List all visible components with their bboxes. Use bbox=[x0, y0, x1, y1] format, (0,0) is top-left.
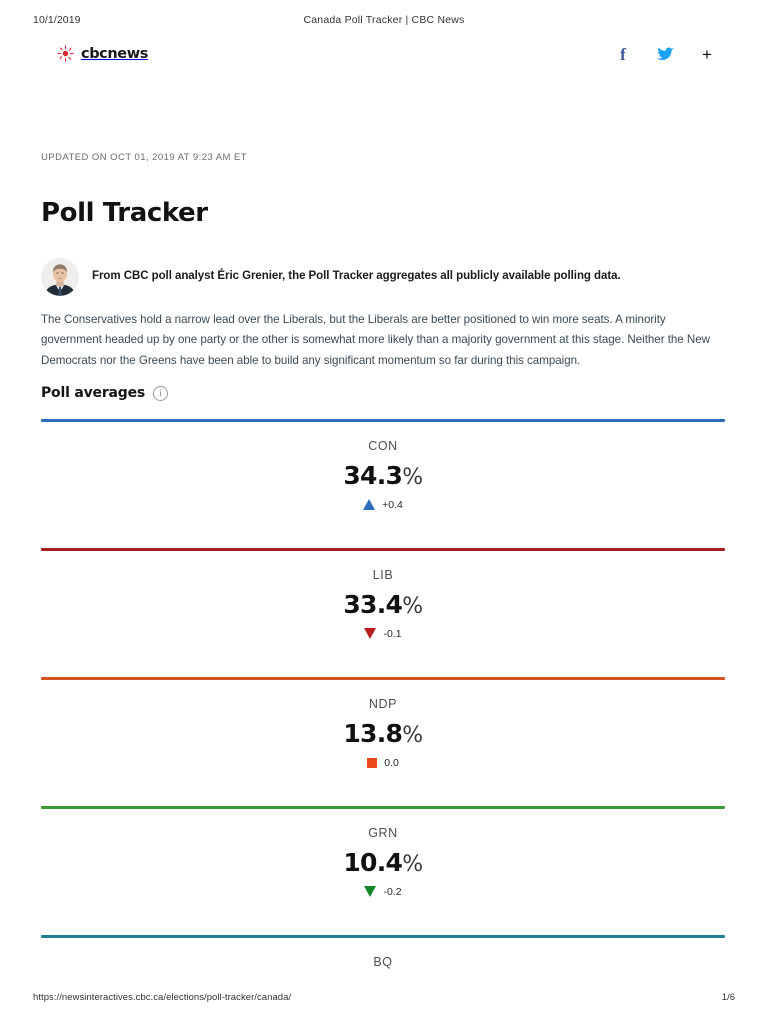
party-value-grn: 10.4% bbox=[41, 848, 725, 878]
party-block-con[interactable]: CON 34.3% +0.4 bbox=[41, 419, 725, 548]
party-rule-grn bbox=[41, 806, 725, 809]
party-name-grn: GRN bbox=[368, 826, 398, 840]
percent-sign-con: % bbox=[402, 465, 423, 490]
triangle-up-icon bbox=[363, 499, 376, 511]
cbc-news-wordmark: cbcnews bbox=[81, 45, 148, 62]
twitter-icon[interactable] bbox=[656, 45, 674, 63]
party-name-ndp: NDP bbox=[368, 697, 398, 711]
party-number-con: 34.3 bbox=[343, 461, 403, 490]
percent-sign-ndp: % bbox=[402, 723, 423, 748]
print-document-title: Canada Poll Tracker | CBC News bbox=[303, 14, 465, 26]
print-header: 10/1/2019 Canada Poll Tracker | CBC News bbox=[0, 14, 768, 30]
party-change-lib: -0.1 bbox=[41, 628, 725, 640]
byline: From CBC poll analyst Éric Grenier, the … bbox=[41, 257, 725, 296]
party-change-value-lib: -0.1 bbox=[383, 627, 402, 640]
party-rule-ndp bbox=[41, 677, 725, 680]
party-change-ndp: 0.0 bbox=[41, 757, 725, 769]
party-value-ndp: 13.8% bbox=[41, 719, 725, 749]
party-name-con: CON bbox=[368, 439, 398, 453]
party-name-lib: LIB bbox=[372, 568, 394, 582]
poll-averages-heading: Poll averages bbox=[41, 385, 146, 401]
print-source-url: https://newsinteractives.cbc.ca/election… bbox=[33, 992, 292, 1003]
print-footer: https://newsinteractives.cbc.ca/election… bbox=[0, 992, 768, 1006]
poll-averages-heading-row: Poll averages i bbox=[41, 385, 725, 401]
party-rule-con bbox=[41, 419, 725, 422]
party-change-con: +0.4 bbox=[41, 499, 725, 511]
percent-sign-grn: % bbox=[402, 852, 423, 877]
party-number-ndp: 13.8 bbox=[343, 719, 403, 748]
cbc-news-logo[interactable]: cbcnews bbox=[56, 44, 148, 63]
party-change-value-grn: -0.2 bbox=[383, 885, 402, 898]
poll-averages-section: Poll averages i CON 34.3% +0.4 LIB 33.4%… bbox=[41, 385, 725, 975]
party-name-bq: BQ bbox=[373, 955, 393, 969]
more-share-icon[interactable]: + bbox=[698, 45, 716, 63]
updated-timestamp: UPDATED ON OCT 01, 2019 AT 9:23 AM ET bbox=[41, 152, 248, 163]
page-title: Poll Tracker bbox=[41, 198, 208, 228]
site-bar: cbcnews f + bbox=[0, 44, 768, 78]
facebook-glyph: f bbox=[620, 44, 626, 64]
info-circle-icon[interactable]: i bbox=[153, 385, 169, 401]
party-change-value-ndp: 0.0 bbox=[384, 756, 399, 769]
party-rule-bq bbox=[41, 935, 725, 938]
party-block-ndp[interactable]: NDP 13.8% 0.0 bbox=[41, 677, 725, 806]
byline-text: From CBC poll analyst Éric Grenier, the … bbox=[92, 269, 621, 282]
triangle-down-icon bbox=[364, 628, 377, 640]
percent-sign-lib: % bbox=[402, 594, 423, 619]
party-number-lib: 33.4 bbox=[343, 590, 403, 619]
party-block-lib[interactable]: LIB 33.4% -0.1 bbox=[41, 548, 725, 677]
facebook-icon[interactable]: f bbox=[614, 45, 632, 63]
party-value-con: 34.3% bbox=[41, 461, 725, 491]
party-change-value-con: +0.4 bbox=[382, 498, 403, 511]
social-share-group: f + bbox=[614, 45, 716, 63]
party-change-grn: -0.2 bbox=[41, 886, 725, 898]
square-flat-icon bbox=[367, 757, 378, 768]
article-header: UPDATED ON OCT 01, 2019 AT 9:23 AM ET Po… bbox=[41, 152, 725, 371]
party-rule-lib bbox=[41, 548, 725, 551]
print-page-number: 1/6 bbox=[721, 992, 735, 1003]
triangle-down-icon bbox=[364, 886, 377, 898]
party-number-grn: 10.4 bbox=[343, 848, 403, 877]
article-body: The Conservatives hold a narrow lead ove… bbox=[41, 312, 710, 367]
print-date: 10/1/2019 bbox=[33, 14, 81, 26]
party-value-lib: 33.4% bbox=[41, 590, 725, 620]
cbc-gem-icon bbox=[56, 44, 75, 63]
party-block-grn[interactable]: GRN 10.4% -0.2 bbox=[41, 806, 725, 935]
avatar bbox=[41, 257, 79, 296]
plus-glyph: + bbox=[702, 44, 712, 64]
party-block-bq[interactable]: BQ bbox=[41, 935, 725, 975]
